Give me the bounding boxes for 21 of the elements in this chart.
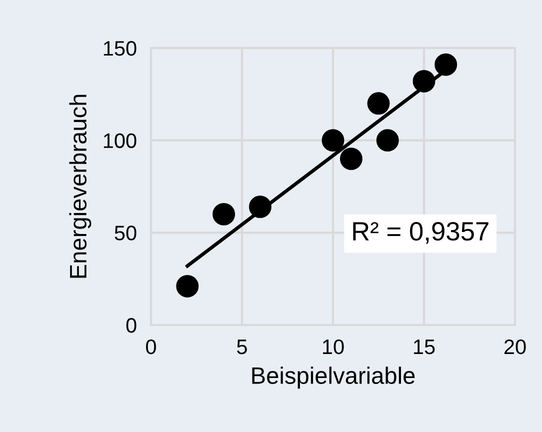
x-tick-label: 15 bbox=[414, 340, 435, 354]
point bbox=[367, 92, 390, 115]
x-tick-label: 0 bbox=[146, 339, 156, 354]
point bbox=[176, 274, 199, 298]
y-tick-label: 100 bbox=[104, 133, 136, 148]
point bbox=[322, 129, 344, 152]
point bbox=[412, 70, 436, 92]
point bbox=[434, 53, 458, 76]
y-axis-title: Energieverbrauch bbox=[69, 94, 92, 278]
x-axis-title: Beispielvariable bbox=[252, 366, 415, 389]
y-tick-label: 50 bbox=[114, 226, 136, 240]
point bbox=[248, 196, 272, 218]
x-tick-label: 20 bbox=[504, 339, 526, 354]
x-tick-label: 5 bbox=[237, 340, 247, 354]
annotation: R² = 0,9357 bbox=[353, 222, 488, 244]
x-tick-label: 10 bbox=[323, 339, 344, 354]
point bbox=[340, 148, 362, 170]
point bbox=[376, 129, 399, 152]
y-tick-label: 150 bbox=[104, 41, 136, 56]
point bbox=[212, 202, 236, 226]
y-tick-label: 0 bbox=[126, 318, 136, 333]
